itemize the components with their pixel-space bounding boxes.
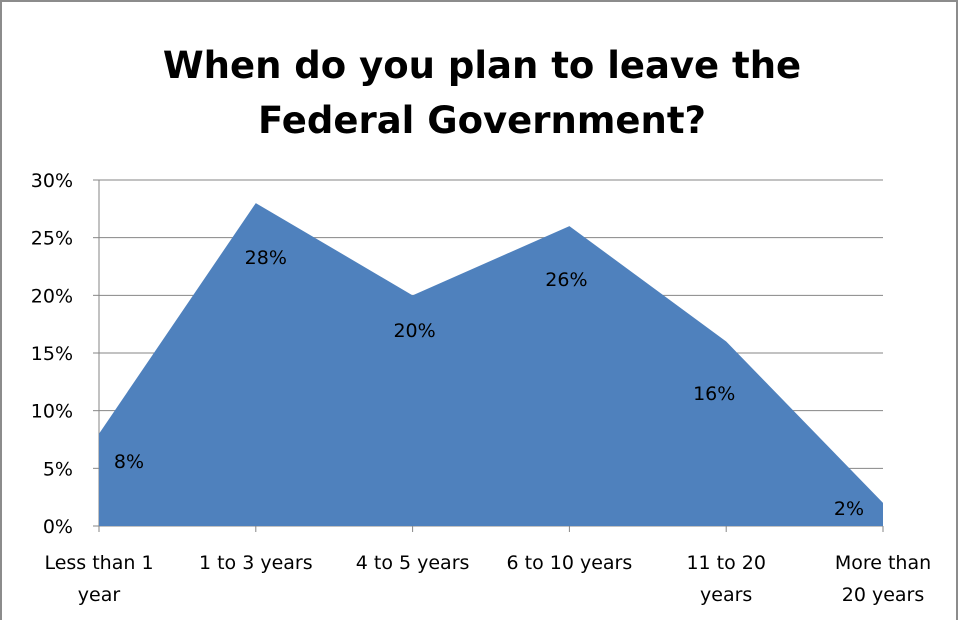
chart-title: When do you plan to leave the Federal Go…: [42, 38, 922, 148]
chart-title-line-2: Federal Government?: [258, 99, 706, 142]
x-category-label: 4 to 5 years: [356, 552, 470, 574]
data-label: 28%: [245, 247, 287, 269]
y-tick-label: 10%: [31, 401, 73, 423]
area-series: [99, 203, 883, 527]
data-label: 8%: [114, 451, 144, 473]
x-category-label: Less than 1 year: [44, 552, 153, 606]
x-category-label: 6 to 10 years: [507, 552, 633, 574]
x-category-label: More than 20 years: [835, 552, 931, 606]
data-label: 20%: [393, 320, 435, 342]
y-tick-label: 30%: [31, 170, 73, 192]
data-label: 26%: [545, 269, 587, 291]
y-tick-label: 0%: [43, 516, 73, 538]
data-label: 2%: [834, 498, 864, 520]
y-tick-label: 20%: [31, 285, 73, 307]
data-label: 16%: [693, 383, 735, 405]
y-tick-label: 25%: [31, 228, 73, 250]
x-category-label: 11 to 20 years: [686, 552, 766, 606]
chart-title-line-1: When do you plan to leave the: [162, 44, 802, 87]
x-category-label: 1 to 3 years: [199, 552, 313, 574]
y-tick-label: 5%: [43, 458, 73, 480]
y-tick-label: 15%: [31, 343, 73, 365]
